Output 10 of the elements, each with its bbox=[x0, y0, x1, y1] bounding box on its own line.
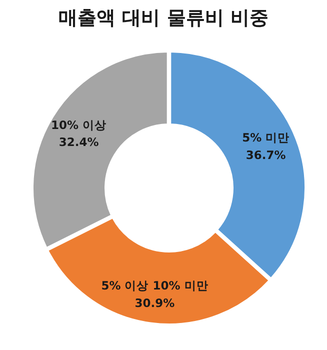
donut-slice bbox=[170, 52, 306, 278]
slice-label: 10% 이상 bbox=[51, 118, 107, 132]
donut-slice bbox=[48, 218, 270, 324]
donut-slice bbox=[32, 52, 168, 248]
data-label: 30.9% bbox=[134, 296, 176, 310]
chart-title: 매출액 대비 물류비 비중 bbox=[58, 7, 268, 29]
data-label: 32.4% bbox=[58, 135, 100, 150]
data-label: 36.7% bbox=[246, 148, 286, 162]
slice-label: 5% 미만 bbox=[242, 130, 290, 145]
slice-label: 5% 이상 10% 미만 bbox=[101, 278, 208, 293]
